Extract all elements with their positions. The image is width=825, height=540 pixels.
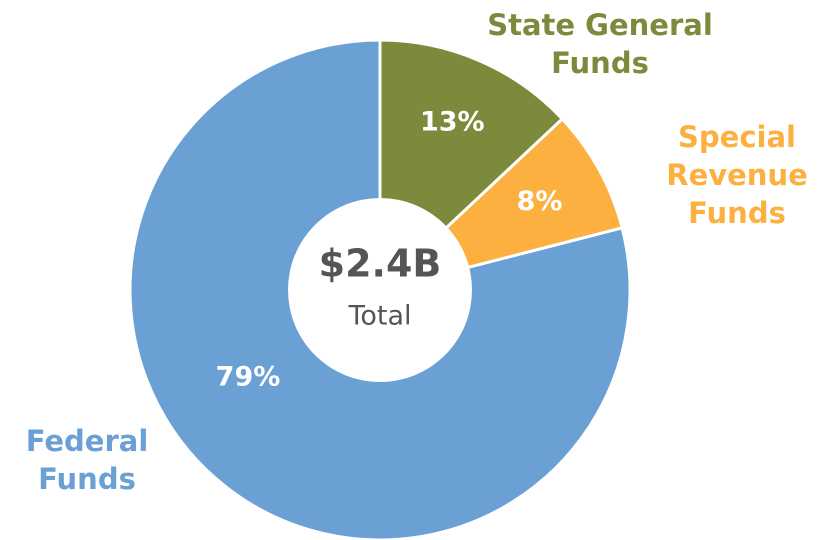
value-label: 8%: [517, 186, 563, 217]
category-label: Special Revenue Funds: [666, 120, 808, 230]
center-value: $2.4B: [319, 242, 442, 286]
donut-hole: [288, 198, 472, 382]
center-label: Total: [347, 301, 411, 332]
value-label: 13%: [420, 106, 485, 137]
category-label: Federal Funds: [25, 424, 149, 496]
value-label: 79%: [216, 362, 281, 393]
category-label: State General Funds: [487, 8, 713, 80]
